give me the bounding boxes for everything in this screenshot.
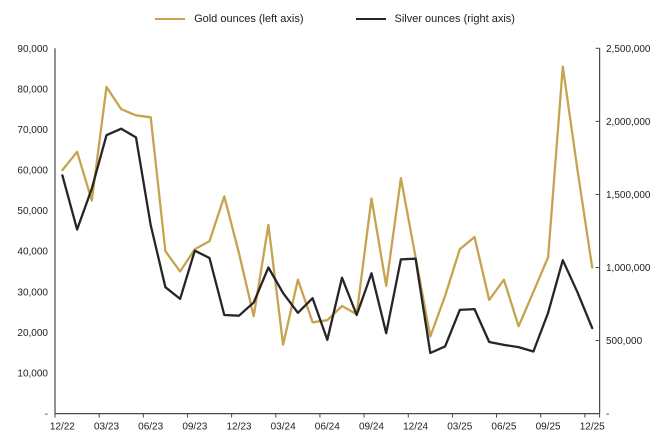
right-axis-tick-label: 1,000,000: [606, 263, 651, 274]
x-axis-tick-label: 12/22: [50, 422, 75, 433]
x-axis-tick-label: 03/24: [271, 422, 296, 433]
right-axis-tick-label: 500,000: [606, 336, 643, 347]
right-axis-tick-label: 2,500,000: [606, 44, 651, 55]
left-axis-tick-label: 10,000: [17, 369, 48, 380]
x-axis-tick-label: 06/23: [138, 422, 163, 433]
legend-label-gold: Gold ounces (left axis): [194, 13, 304, 25]
left-axis-tick-label: 90,000: [17, 44, 48, 55]
left-axis-tick-label: 70,000: [17, 125, 48, 136]
right-axis-tick-label: 2,000,000: [606, 117, 651, 128]
x-axis-tick-label: 06/25: [491, 422, 516, 433]
x-axis-tick-label: 09/24: [359, 422, 384, 433]
left-axis-tick-label: 30,000: [17, 287, 48, 298]
right-axis-tick-label: -: [606, 409, 609, 420]
left-axis-tick-label: 50,000: [17, 206, 48, 217]
left-axis-tick-label: -: [45, 409, 48, 420]
x-axis-tick-label: 03/25: [447, 422, 472, 433]
x-axis-tick-label: 12/24: [403, 422, 428, 433]
legend-label-silver: Silver ounces (right axis): [394, 13, 515, 25]
x-axis-tick-label: 09/25: [536, 422, 561, 433]
silver-line-swatch: [355, 18, 386, 20]
left-axis-tick-label: 60,000: [17, 166, 48, 177]
left-axis-tick-label: 40,000: [17, 247, 48, 258]
x-axis-tick-label: 03/23: [94, 422, 119, 433]
x-axis-tick-label: 09/23: [182, 422, 207, 433]
gold-line-swatch: [155, 18, 186, 20]
left-axis-tick-label: 80,000: [17, 84, 48, 95]
gold-line-series: [61, 65, 594, 346]
x-axis-tick-label: 06/24: [315, 422, 340, 433]
x-axis-tick-label: 12/25: [580, 422, 605, 433]
right-axis-tick-label: 1,500,000: [606, 190, 651, 201]
legend-item-gold: Gold ounces (left axis): [155, 13, 304, 25]
legend-item-silver: Silver ounces (right axis): [355, 13, 515, 25]
x-axis-tick-label: 12/23: [226, 422, 251, 433]
silver-line-series: [61, 127, 594, 355]
left-axis-tick-label: 20,000: [17, 328, 48, 339]
chart-legend: Gold ounces (left axis) Silver ounces (r…: [0, 13, 670, 25]
